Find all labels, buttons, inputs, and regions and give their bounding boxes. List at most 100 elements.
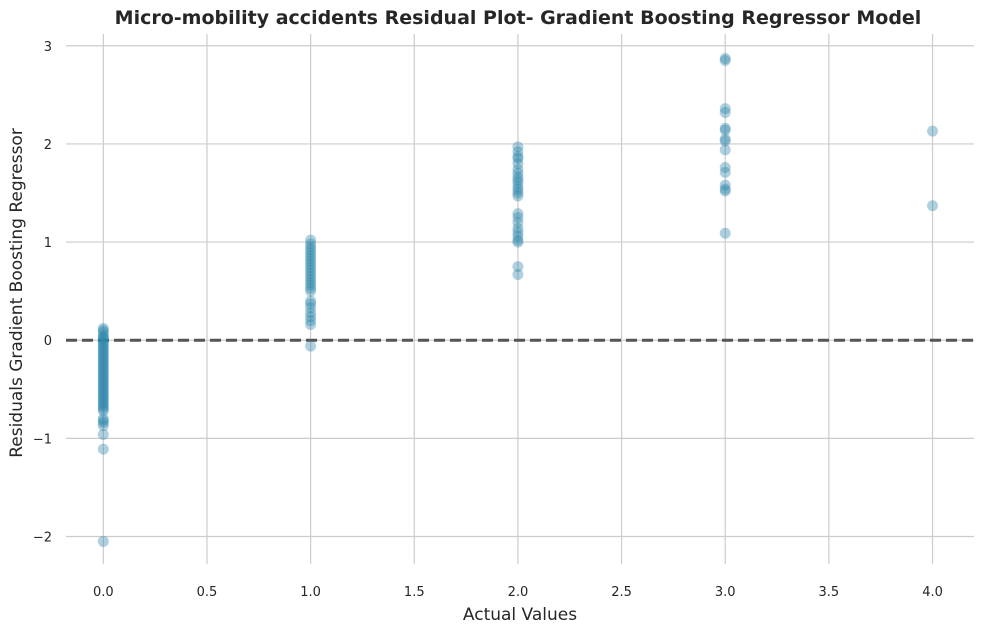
data-point [305,270,317,282]
y-tick-label: 1 [44,236,52,251]
data-points [97,53,939,547]
data-point [97,344,109,356]
data-point [719,166,731,178]
data-point [512,261,524,273]
data-point [97,360,109,372]
data-point [97,393,109,405]
data-point [97,375,109,387]
data-point [97,403,109,415]
data-point [97,338,109,350]
data-point [97,428,109,440]
data-point [512,216,524,228]
data-point [97,395,109,407]
data-point [97,443,109,455]
data-point [97,334,109,346]
data-point [97,326,109,338]
data-point [97,391,109,403]
data-point [719,227,731,239]
data-point [927,125,939,137]
grid-lines [66,34,974,564]
data-point [512,163,524,175]
data-point [305,298,317,310]
data-point [512,226,524,238]
x-tick-label: 1.5 [404,585,425,600]
data-point [512,234,524,246]
data-point [512,151,524,163]
data-point [305,265,317,277]
x-tick-label: 0.5 [197,585,218,600]
data-point [97,385,109,397]
data-point [719,53,731,65]
data-point [97,356,109,368]
data-point [97,346,109,358]
data-point [512,141,524,153]
data-point [97,329,109,341]
data-point [97,372,109,384]
data-point [97,379,109,391]
data-point [97,322,109,334]
data-point [97,377,109,389]
data-point [719,161,731,173]
data-point [305,282,317,294]
data-point [512,174,524,186]
data-point [97,399,109,411]
data-point [719,133,731,145]
data-point [512,208,524,220]
data-point [512,146,524,158]
data-point [512,268,524,280]
data-point [305,311,317,323]
data-point [512,190,524,202]
data-point [97,352,109,364]
data-point [97,383,109,395]
data-point [305,276,317,288]
data-point [305,279,317,291]
data-point [719,124,731,136]
data-point [305,234,317,246]
x-tick-label: 4.0 [922,585,943,600]
data-point [719,185,731,197]
data-point [305,238,317,250]
data-point [97,397,109,409]
data-point [512,158,524,170]
data-point [305,340,317,352]
data-point [97,354,109,366]
x-tick-label: 0.0 [93,585,114,600]
data-point [97,366,109,378]
data-point [97,370,109,382]
data-point [305,302,317,314]
data-point [305,250,317,262]
data-point [305,315,317,327]
data-point [97,350,109,362]
chart-title: Micro-mobility accidents Residual Plot- … [115,7,922,29]
x-tick-label: 2.0 [508,585,529,600]
data-point [97,401,109,413]
data-point [305,253,317,265]
data-point [97,362,109,374]
data-point [97,373,109,385]
data-point [97,387,109,399]
y-tick-label: 2 [44,138,52,153]
x-tick-label: 3.0 [715,585,736,600]
data-point [512,167,524,179]
data-point [305,319,317,331]
data-point [97,415,109,427]
data-point [512,171,524,183]
data-point [512,212,524,224]
data-point [305,244,317,256]
data-point [719,183,731,195]
data-point [719,179,731,191]
data-point [719,103,731,115]
data-point [305,262,317,274]
data-point [719,122,731,134]
data-point [512,187,524,199]
data-point [97,364,109,376]
data-point [97,331,109,343]
data-point [97,535,109,547]
data-point [512,153,524,165]
data-point [719,135,731,147]
y-tick-label: 0 [44,334,52,349]
data-point [97,342,109,354]
data-point [97,332,109,344]
data-point [305,295,317,307]
y-tick-label: −2 [33,531,52,546]
